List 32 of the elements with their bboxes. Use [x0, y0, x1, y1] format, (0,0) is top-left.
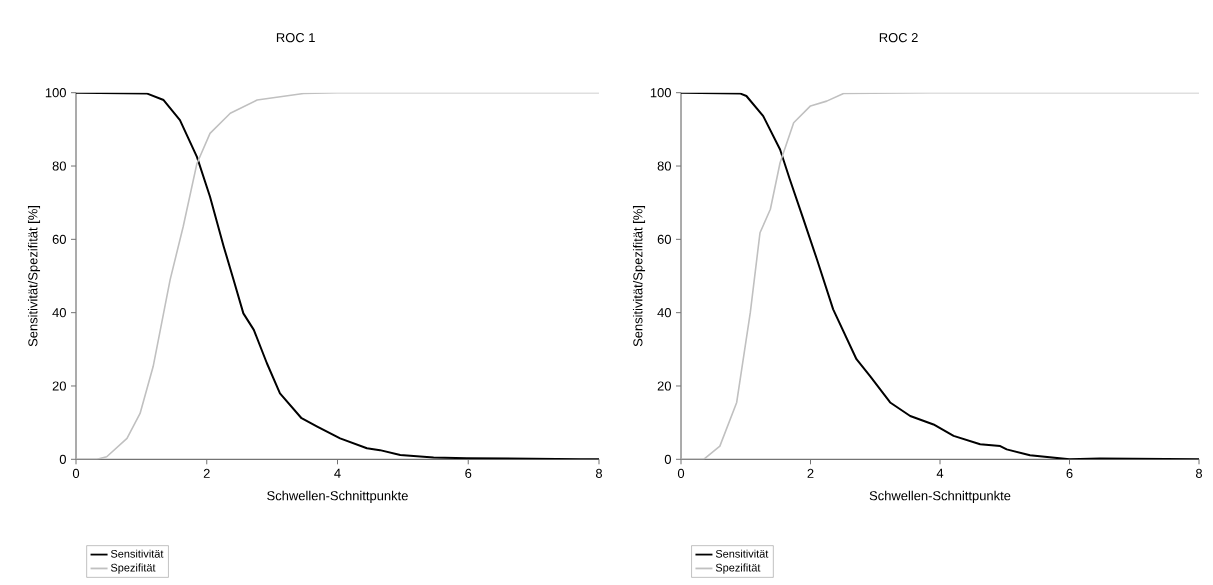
legend-label: Sensitivität: [715, 549, 769, 558]
y-tick-label: 20: [657, 381, 671, 391]
x-tick-label: 6: [1066, 468, 1073, 478]
y-tick-label: 60: [52, 234, 66, 244]
x-tick-label: 2: [807, 468, 814, 478]
x-tick-label: 4: [334, 468, 341, 478]
y-tick-label: 0: [664, 454, 671, 464]
x-tick-label: 4: [936, 468, 944, 478]
y-tick-label: 80: [52, 161, 66, 171]
y-tick-label: 100: [650, 88, 671, 98]
x-tick-label: 2: [203, 468, 210, 478]
x-tick-label: 8: [1195, 468, 1203, 478]
x-axis-title: Schwellen-Schnittpunkte: [267, 490, 408, 503]
legend-label: Spezifität: [110, 563, 156, 574]
y-tick-label: 20: [52, 381, 66, 391]
legend-label: Sensitivität: [110, 549, 164, 558]
y-axis-title: Sensitivität/Spezifität [%]: [632, 206, 646, 347]
y-tick-label: 80: [657, 161, 671, 171]
x-axis-title: Schwellen-Schnittpunkte: [869, 490, 1011, 503]
y-axis-title: Sensitivität/Spezifität [%]: [27, 206, 41, 347]
y-tick-label: 0: [59, 454, 66, 464]
chart-title: ROC 1: [276, 33, 315, 43]
y-tick-label: 60: [657, 234, 671, 244]
chart-title: ROC 2: [879, 33, 918, 43]
y-tick-label: 40: [657, 308, 671, 318]
x-tick-label: 0: [72, 468, 80, 478]
legend-label: Spezifität: [715, 563, 761, 574]
x-tick-label: 6: [465, 468, 472, 478]
y-tick-label: 40: [52, 308, 66, 318]
x-tick-label: 8: [595, 468, 603, 478]
x-tick-label: 0: [677, 468, 685, 478]
y-tick-label: 100: [45, 88, 66, 98]
